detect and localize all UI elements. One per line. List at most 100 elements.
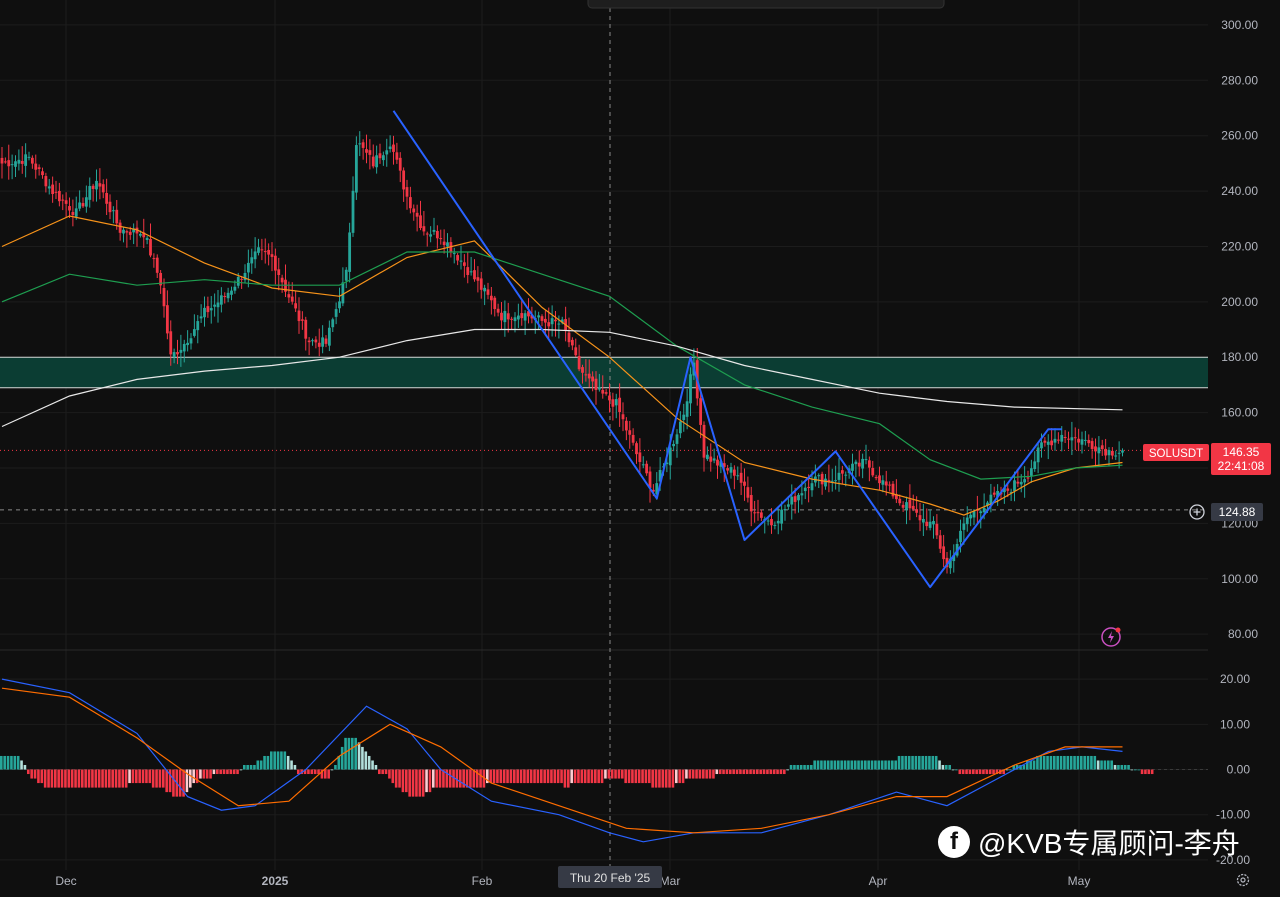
candle-body [435, 230, 439, 239]
candle-body [810, 483, 814, 491]
histogram-bar [54, 769, 57, 788]
histogram-bar [820, 760, 823, 770]
candle-body [331, 319, 335, 328]
histogram-bar [1026, 760, 1029, 770]
histogram-bar [411, 769, 415, 797]
add-alert-icon[interactable] [1189, 504, 1205, 520]
candle-body [439, 238, 443, 240]
candle-body [466, 267, 470, 275]
histogram-bar [165, 769, 168, 793]
histogram-bar [614, 769, 617, 779]
price-axis-label: 200.00 [1221, 295, 1258, 309]
candle-body [621, 414, 625, 420]
histogram-bar [735, 769, 739, 775]
candle-body [982, 507, 986, 513]
candle-body [27, 156, 31, 158]
histogram-bar [445, 769, 449, 788]
candle-body [483, 287, 487, 292]
candle-body [395, 152, 399, 160]
histogram-bar [567, 769, 570, 788]
histogram-bar [378, 769, 381, 775]
time-axis-label: Dec [55, 874, 76, 888]
histogram-bar [0, 755, 3, 770]
histogram-bar [418, 769, 422, 797]
candle-body [614, 399, 618, 406]
histogram-bar [1103, 760, 1107, 770]
histogram-bar [610, 769, 614, 779]
histogram-bar [776, 769, 779, 775]
candle-body [263, 251, 267, 253]
candle-body [1070, 437, 1074, 441]
histogram-bar [830, 760, 833, 770]
candle-body [992, 492, 996, 495]
lightning-icon[interactable] [1101, 627, 1121, 647]
candle-body [402, 170, 406, 190]
candle-body [554, 319, 557, 322]
candle-body [537, 315, 541, 318]
candle-body [898, 498, 902, 504]
histogram-bar [897, 755, 901, 770]
candle-body [1040, 442, 1043, 449]
candle-body [408, 197, 412, 209]
histogram-bar [1029, 760, 1032, 770]
candle-body [932, 521, 935, 525]
candle-body [162, 287, 166, 307]
candle-body [317, 342, 321, 347]
histogram-bar [597, 769, 600, 784]
histogram-bar [1140, 769, 1144, 775]
candle-body [41, 171, 44, 176]
histogram-bar [1069, 755, 1073, 770]
histogram-bar [668, 769, 671, 788]
candle-body [1121, 450, 1124, 453]
histogram-bar [297, 769, 300, 775]
histogram-bar [121, 769, 125, 788]
histogram-bar [452, 769, 455, 788]
histogram-bar [101, 769, 104, 788]
histogram-bar [837, 760, 840, 770]
candle-body [1046, 441, 1050, 445]
price-axis-label: 220.00 [1221, 239, 1258, 253]
histogram-bar [631, 769, 634, 784]
candle-body [1087, 439, 1091, 444]
candle-body [749, 495, 753, 512]
crosshair-price-label: 124.88 [1219, 505, 1256, 519]
candle-body [311, 340, 314, 342]
candle-body [344, 269, 348, 281]
candle-body [543, 318, 547, 323]
candle-body [969, 514, 973, 519]
gear-icon[interactable] [1236, 873, 1250, 887]
candle-body [1067, 438, 1070, 440]
candle-body [641, 464, 645, 466]
candle-body [321, 337, 325, 347]
histogram-bar [398, 769, 401, 788]
candle-body [783, 509, 787, 511]
candle-body [702, 424, 706, 458]
candle-body [47, 186, 51, 189]
histogram-bar [408, 769, 411, 797]
candle-body [1002, 487, 1006, 493]
histogram-bar [81, 769, 84, 788]
candle-body [358, 143, 362, 145]
histogram-bar [1083, 755, 1086, 770]
candle-body [1060, 434, 1064, 442]
histogram-bar [354, 737, 357, 770]
histogram-bar [1063, 755, 1066, 770]
histogram-bar [772, 769, 776, 775]
histogram-bar [374, 765, 378, 770]
candle-body [1117, 452, 1121, 454]
candle-body [101, 184, 105, 193]
histogram-bar [718, 769, 722, 775]
candle-body [712, 458, 716, 461]
histogram-bar [465, 769, 469, 788]
ma_mid-line [1, 251, 1123, 480]
histogram-bar [479, 769, 482, 788]
candle-body [84, 197, 88, 207]
price-tag-bg [1211, 443, 1271, 475]
histogram-bar [351, 737, 354, 770]
candle-body [871, 467, 875, 476]
histogram-bar [729, 769, 732, 775]
histogram-bar [178, 769, 182, 797]
candle-body [442, 241, 446, 246]
